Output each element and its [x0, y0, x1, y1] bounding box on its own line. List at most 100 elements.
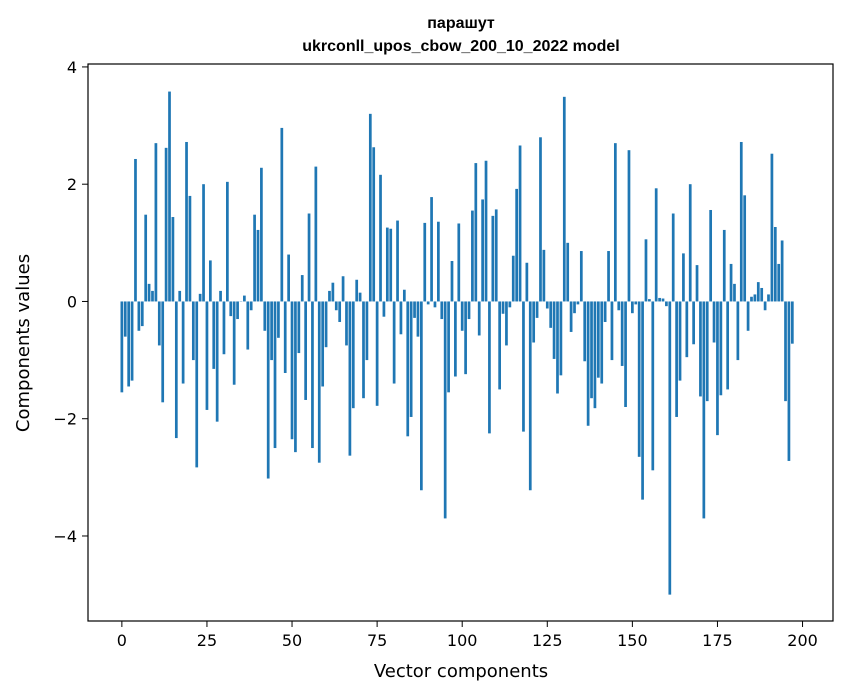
bar	[351, 301, 355, 409]
bar	[236, 301, 239, 320]
x-tick-label: 175	[702, 631, 733, 650]
bar	[508, 301, 512, 308]
bar	[300, 275, 304, 302]
bar	[712, 301, 716, 343]
bar	[283, 301, 287, 373]
bar	[120, 301, 124, 393]
bar	[219, 290, 222, 302]
bar	[654, 188, 658, 302]
bar	[566, 242, 570, 302]
bar	[460, 301, 464, 331]
bar	[297, 301, 301, 354]
bar	[328, 290, 331, 302]
bar	[790, 301, 794, 344]
bar	[716, 301, 719, 436]
bar	[688, 184, 692, 302]
bar	[590, 301, 593, 399]
bar	[174, 301, 178, 439]
x-tick-label: 0	[117, 631, 127, 650]
bar	[692, 301, 695, 345]
bar	[256, 229, 260, 302]
bar	[416, 301, 420, 337]
bar	[661, 298, 665, 302]
bar	[229, 301, 233, 317]
bar	[127, 301, 131, 387]
bar	[596, 301, 600, 378]
bar	[593, 301, 597, 409]
bar	[586, 301, 590, 426]
bar	[763, 301, 767, 311]
bar	[576, 301, 580, 305]
bar	[767, 294, 770, 302]
bar	[389, 228, 393, 302]
bar	[729, 263, 733, 302]
bar	[699, 301, 702, 397]
x-tick-label: 150	[617, 631, 648, 650]
y-tick-label: −2	[53, 410, 77, 429]
bar	[501, 301, 505, 314]
bar	[525, 262, 529, 302]
bar	[304, 301, 307, 400]
bar	[477, 301, 481, 336]
bar	[137, 301, 141, 331]
bar	[317, 301, 321, 463]
bar	[637, 301, 641, 457]
bar	[341, 276, 345, 302]
bar	[682, 253, 685, 302]
bar	[641, 301, 644, 500]
chart-title: парашут	[427, 15, 495, 32]
bar	[726, 301, 730, 390]
bar	[195, 301, 199, 468]
bar	[215, 301, 219, 422]
x-tick-label: 100	[447, 631, 478, 650]
bar	[273, 301, 277, 449]
bar	[123, 301, 127, 337]
bar	[331, 282, 335, 302]
bar	[450, 261, 454, 302]
bar	[518, 145, 522, 302]
bar	[542, 249, 546, 302]
bar	[665, 301, 668, 307]
bar	[705, 301, 709, 402]
bar	[443, 301, 447, 519]
bar	[249, 301, 253, 311]
bar	[491, 215, 495, 302]
bar	[562, 96, 566, 302]
bar	[464, 301, 467, 375]
bar	[140, 301, 144, 327]
bar	[222, 301, 226, 355]
bar	[498, 301, 501, 390]
bar	[212, 301, 216, 369]
bar	[736, 301, 740, 361]
bar	[678, 301, 682, 381]
bar	[181, 301, 185, 384]
bar	[532, 301, 536, 343]
bar	[658, 297, 661, 302]
bar	[770, 153, 774, 302]
bar	[409, 301, 413, 417]
bar	[253, 214, 256, 302]
bar	[607, 251, 610, 302]
bar	[423, 222, 427, 302]
x-tick-label: 25	[197, 631, 217, 650]
x-axis-label: Vector components	[374, 661, 548, 682]
bar	[406, 301, 410, 437]
bar	[780, 240, 784, 302]
bar	[511, 255, 515, 302]
bar	[702, 301, 706, 519]
bar	[130, 301, 134, 381]
y-axis-ticks: −4 −2 0 2 4	[53, 58, 88, 546]
bar	[454, 301, 457, 377]
bar	[413, 301, 416, 318]
bar	[246, 301, 250, 350]
bar	[624, 301, 627, 407]
bar	[185, 141, 188, 302]
bar	[746, 301, 750, 331]
bar	[556, 301, 559, 394]
bar	[505, 301, 508, 346]
bar	[756, 282, 760, 302]
bar	[372, 147, 376, 302]
bar	[549, 301, 553, 328]
